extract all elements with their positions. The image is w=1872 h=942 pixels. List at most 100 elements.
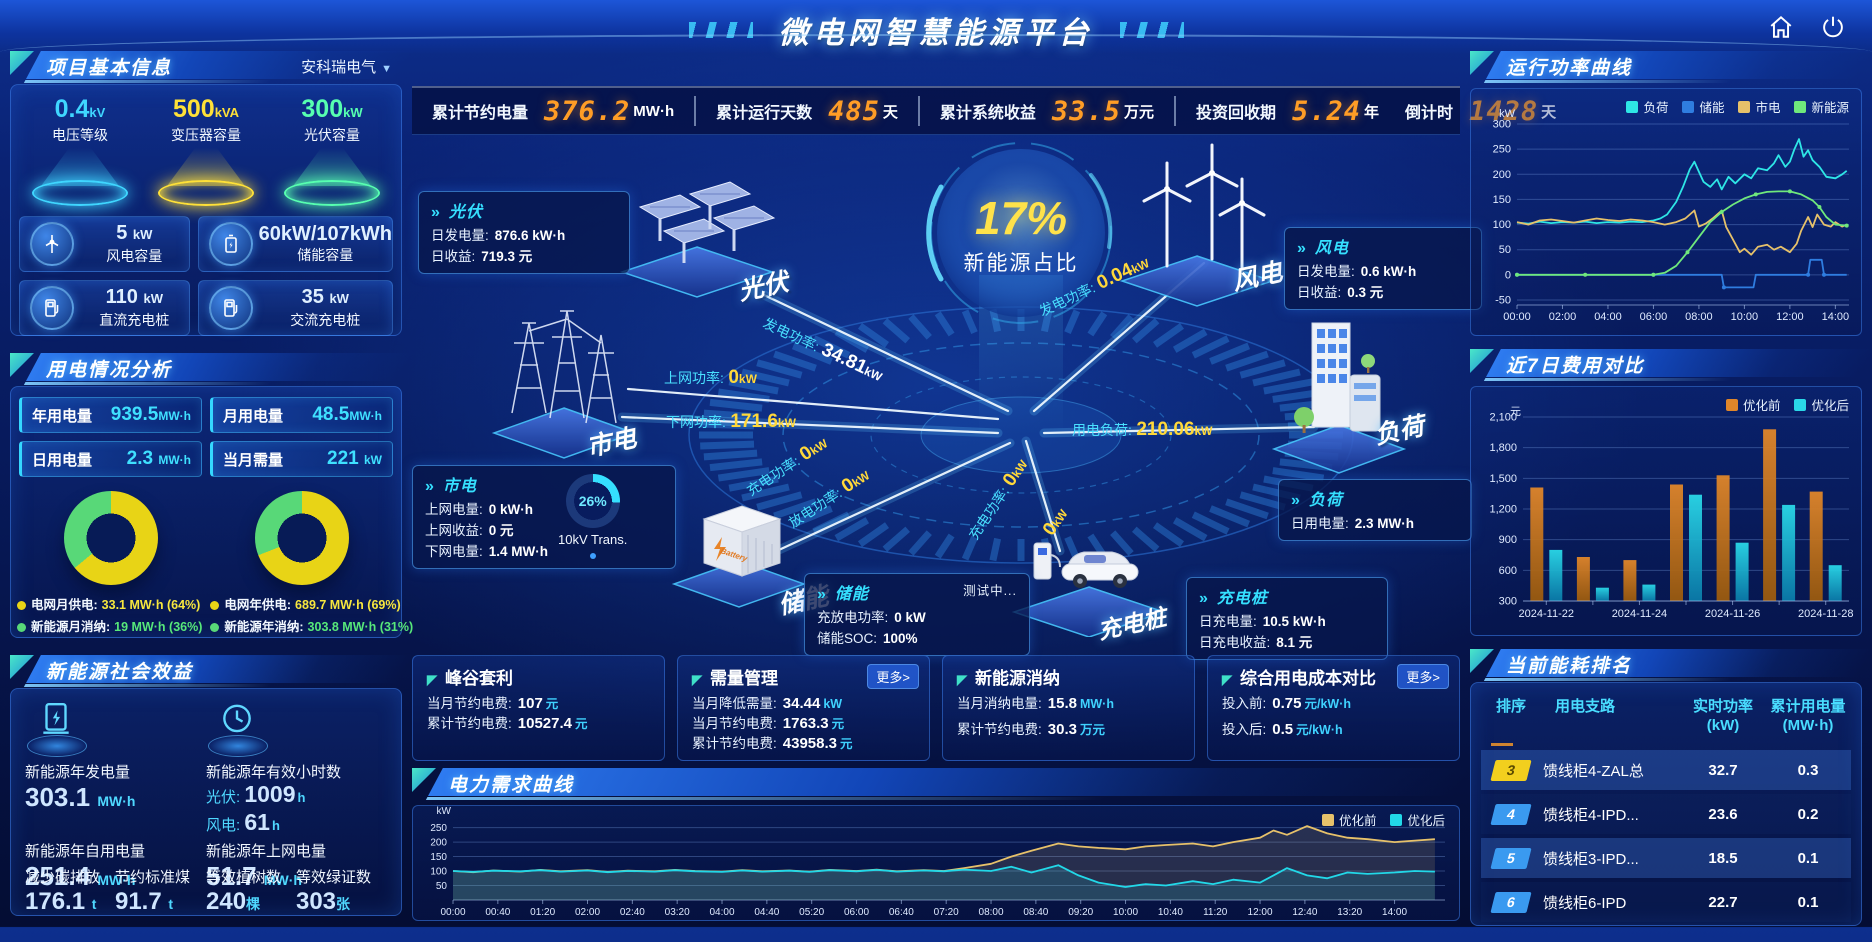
svg-text:00:00: 00:00 (440, 907, 465, 918)
svg-text:200: 200 (430, 838, 447, 849)
storage-info-panel: » 储能 测试中... 充放电功率: 0 kW 储能SOC: 100% (804, 573, 1030, 656)
flag-icon: ◤ (692, 672, 702, 687)
panel-cost-compare: 近7日费用对比 优化前 优化后 300 600 900 1,200 1,500 1,800 2… (1470, 348, 1872, 638)
svg-text:300: 300 (1499, 596, 1517, 608)
tree-equivalent-stat: 等效植树数 240棵 (206, 869, 282, 915)
panel-power-curve: 运行功率曲线 负荷 储能 市电 新能源 -50 0 50 100 150 200 250 300 kW… (1470, 50, 1872, 338)
svg-text:01:20: 01:20 (530, 907, 555, 918)
svg-text:12:00: 12:00 (1248, 907, 1273, 918)
svg-text:600: 600 (1499, 565, 1517, 577)
cone-base-decor (284, 180, 380, 206)
table-row[interactable]: 5 馈线柜3-IPD... 18.5 0.1 (1481, 838, 1851, 878)
svg-text:12:40: 12:40 (1292, 907, 1317, 918)
table-row[interactable]: 6 馈线柜6-IPD 22.7 0.1 (1481, 882, 1851, 922)
legend-item[interactable]: 负荷 (1626, 97, 1668, 116)
grid-draw-power-flow-label: 下网功率: 171.6kW (666, 411, 796, 432)
building-illustration (1271, 322, 1407, 474)
pv-node[interactable]: 光伏 (612, 169, 791, 306)
chevron-right-icon: » (431, 204, 441, 221)
legend-item[interactable]: 储能 (1682, 97, 1724, 116)
more-button[interactable]: 更多> (867, 664, 919, 689)
cone-beam-decor (167, 148, 245, 186)
svg-text:2024-11-28: 2024-11-28 (1798, 608, 1853, 620)
svg-text:04:00: 04:00 (1594, 311, 1622, 323)
legend-item: 电网年供电: 689.7 MW·h (69%) (210, 595, 413, 615)
pv-capacity-stat: 300kW 光伏容量 (276, 95, 388, 206)
company-selector[interactable]: 安科瑞电气 ▼ (301, 59, 392, 76)
svg-text:50: 50 (1499, 244, 1511, 256)
dc-charger-icon (30, 286, 74, 330)
power-icon[interactable] (1820, 14, 1846, 40)
demand-management-card: ◤ 需量管理 更多> 当月降低需量: 34.44 kW 当月节约电费: 1763.3 元 … (677, 655, 930, 761)
panel-usage-analysis: 用电情况分析 年用电量 939.5MW·h 月用电量 48.5MW·h 日用电量 2.… (10, 352, 413, 644)
wind-node[interactable]: 风电 (1112, 141, 1285, 311)
table-row[interactable]: 4 馈线柜4-IPD... 23.6 0.2 (1481, 794, 1851, 834)
saved-energy-kpi: 累计节约电量 376.2 MW·h (412, 96, 697, 127)
cone-base-decor (158, 180, 254, 206)
svg-text:1,200: 1,200 (1489, 504, 1517, 516)
self-use-and-carbon-stats: 新能源年自用电量 251.4 MW·h 减少碳排放 176.1 t 节约标准煤 … (25, 840, 206, 915)
panel-title: 电力需求曲线 (448, 775, 575, 796)
charger-node[interactable]: 充电桩 (1004, 507, 1174, 644)
top-header: 微电网智慧能源平台 (0, 0, 1872, 54)
more-button[interactable]: 更多> (1397, 664, 1449, 689)
new-energy-ratio: 17% 新能源占比 (921, 191, 1121, 277)
panel-demand-curve: 电力需求曲线 优化前 优化后 50 100 150 200 250 kW 00:00 00:40… (412, 767, 1471, 921)
scroll-indicator (1491, 743, 1513, 746)
legend-item[interactable]: 市电 (1738, 97, 1780, 116)
chevron-right-icon: » (1297, 240, 1307, 257)
panel-energy-ranking: 当前能耗排名 排序 用电支路 实时功率 (kW) 累计用电量 (MW·h) 3 馈线… (1470, 648, 1872, 932)
svg-text:11:20: 11:20 (1203, 907, 1228, 918)
legend-item[interactable]: 优化前 (1321, 810, 1376, 829)
solar-panels-illustration (619, 181, 776, 298)
battery-icon (208, 222, 253, 266)
dc-charger-card: 110 kW 直流充电桩 (19, 280, 190, 336)
annual-effective-hours-stat: 新能源年有效小时数 光伏: 1009 h 风电: 61 h (206, 699, 387, 838)
svg-text:kW: kW (437, 806, 452, 817)
svg-text:05:20: 05:20 (799, 907, 824, 918)
panel-social-benefits: 新能源社会效益 新能源年发电量 303.1 MW·h 新能源年有效小时数 光伏:… (10, 654, 413, 922)
legend-item[interactable]: 优化后 (1794, 395, 1849, 414)
charger-info-panel: » 充电桩 日充电量: 10.5 kW·h 日充电收益: 8.1 元 (1186, 577, 1388, 660)
svg-text:02:00: 02:00 (575, 907, 600, 918)
chart-legend: 优化前 优化后 (1321, 810, 1445, 829)
title-slash-decor-right (1119, 22, 1184, 38)
legend-item[interactable]: 优化后 (1390, 810, 1445, 829)
storage-node[interactable]: Battery 储能 (664, 481, 831, 620)
green-cert-stat: 等效绿证数 303张 (295, 869, 371, 915)
ev-charger-illustration (1011, 542, 1167, 638)
legend-item[interactable]: 新能源 (1794, 97, 1849, 116)
wind-capacity-card: 5 kW 风电容量 (19, 216, 190, 272)
home-icon[interactable] (1768, 14, 1794, 40)
grid-node[interactable]: 市电 (484, 293, 644, 463)
legend-item[interactable]: 优化前 (1725, 395, 1780, 414)
coal-saving-stat: 节约标准煤 91.7 t (114, 869, 190, 915)
svg-text:-50: -50 (1495, 294, 1511, 306)
carbon-reduction-stat: 减少碳排放 176.1 t (25, 869, 101, 915)
svg-text:08:00: 08:00 (979, 907, 1004, 918)
table-row[interactable]: 3 馈线柜4-ZAL总 32.7 0.3 (1481, 750, 1851, 790)
chevron-right-icon: » (425, 478, 435, 495)
rank-badge: 6 (1490, 891, 1532, 913)
svg-text:12:00: 12:00 (1776, 311, 1804, 323)
panel-header-bar (428, 768, 1471, 796)
svg-text:kW: kW (1499, 108, 1516, 120)
svg-text:08:40: 08:40 (1023, 907, 1048, 918)
transmission-towers-illustration (491, 310, 637, 459)
svg-text:08:00: 08:00 (1685, 311, 1713, 323)
storage-capacity-card: 60kW/107kWh 储能容量 (197, 216, 393, 272)
carousel-dot[interactable] (589, 553, 596, 559)
month-supply-donut-chart (63, 491, 158, 585)
ac-charger-icon (208, 286, 253, 330)
load-node[interactable]: 负荷 (1264, 297, 1427, 477)
svg-text:06:00: 06:00 (1640, 311, 1668, 323)
svg-text:150: 150 (1493, 194, 1511, 206)
svg-text:03:20: 03:20 (665, 907, 690, 918)
cost-comparison-card: ◤ 综合用电成本对比 更多> 投入前: 0.75 元/kW·h 投入后: 0.5 元/kW… (1207, 655, 1460, 761)
legend-item: 电网月供电: 33.1 MW·h (64%) (17, 595, 202, 615)
svg-text:02:40: 02:40 (620, 907, 645, 918)
svg-text:元: 元 (1510, 406, 1521, 418)
panel-title: 运行功率曲线 (1506, 58, 1633, 79)
panel-project-info: 项目基本信息 安科瑞电气 ▼ 0.4kV 电压等级 500kVA 变压器容量 (10, 50, 413, 342)
